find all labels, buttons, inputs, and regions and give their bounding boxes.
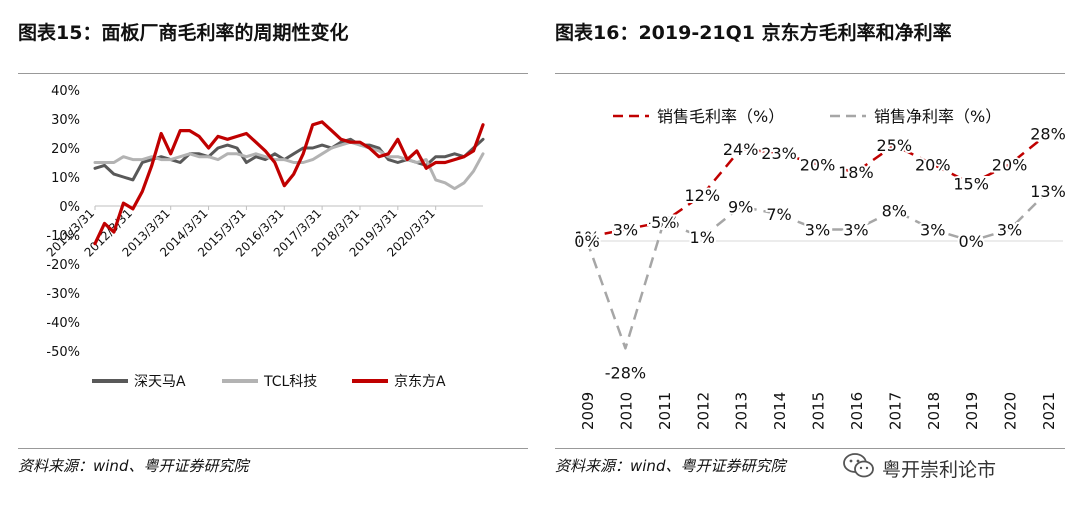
- data-label-1: 5%: [651, 213, 676, 232]
- y-tick-label: 0%: [59, 200, 80, 215]
- data-label-0: 12%: [684, 186, 720, 205]
- data-label-1: 1%: [690, 228, 715, 247]
- x-tick-label: 2017: [886, 392, 904, 430]
- y-tick-label: -20%: [46, 258, 80, 273]
- legend-label-2: 京东方A: [394, 374, 446, 390]
- watermark-text: 粤开崇利论市: [882, 458, 997, 481]
- right-line-chart: 销售毛利率（%） 销售净利率（%）1% 3% -5%12%24% 23%20% 18%25…: [572, 107, 1067, 430]
- x-tick-label: 2021: [1040, 392, 1058, 430]
- wechat-icon: [842, 452, 876, 484]
- data-label-0: 25%: [877, 136, 913, 155]
- x-tick-label: 2009: [579, 392, 597, 430]
- left-title-rule: [18, 73, 528, 74]
- watermark: 粤开崇利论市: [842, 452, 996, 484]
- legend-label-0: 深天马A: [134, 374, 186, 390]
- data-label-0: 23%: [761, 144, 797, 163]
- legend-label-0: 销售毛利率（%）: [657, 107, 784, 126]
- left-source-rule: [18, 448, 528, 449]
- y-tick-label: 20%: [51, 142, 80, 157]
- y-tick-label: 40%: [51, 84, 80, 99]
- x-tick-label: 2011: [656, 392, 674, 430]
- x-tick-label: 2020: [1002, 392, 1020, 430]
- data-label-0: 20%: [992, 155, 1028, 174]
- x-tick-label: 2018: [925, 392, 943, 430]
- y-tick-label: -30%: [46, 287, 80, 302]
- right-source-rule: [555, 448, 1065, 449]
- right-source-note: 资料来源：wind、粤开证券研究院: [555, 457, 786, 475]
- right-title-rule: [555, 73, 1065, 74]
- data-label-1: 3%: [997, 221, 1022, 240]
- series-line-2: [93, 120, 485, 246]
- data-label-1: 13%: [1030, 182, 1066, 201]
- x-tick-label: 2016: [848, 392, 866, 430]
- left-source-note: 资料来源：wind、粤开证券研究院: [18, 457, 249, 475]
- data-label-0: 28%: [1030, 125, 1066, 144]
- data-label-1: 3%: [843, 221, 868, 240]
- data-label-0: 1%: [574, 228, 599, 247]
- x-tick-label: 2019: [963, 392, 981, 430]
- data-label-0: 18%: [838, 163, 874, 182]
- series-line-1: [585, 190, 1049, 350]
- data-label-0: 15%: [953, 175, 989, 194]
- y-tick-label: 10%: [51, 171, 80, 186]
- series-line-0: [586, 132, 1049, 239]
- left-chart-title: 图表15：面板厂商毛利率的周期性变化: [18, 22, 349, 44]
- data-label-1: 3%: [805, 221, 830, 240]
- x-tick-label: 2013: [733, 392, 751, 430]
- data-label-0: 24%: [723, 140, 759, 159]
- data-label-0: -5%: [648, 213, 679, 232]
- x-tick-label: 2012: [694, 392, 712, 430]
- legend-label-1: TCL科技: [263, 374, 317, 390]
- data-label-0: 3%: [613, 221, 638, 240]
- data-label-1: 0%: [958, 232, 983, 251]
- left-line-chart: 40%30%20%10%0%-10%-20%-30%-40%-50%2011/3…: [44, 84, 485, 390]
- right-chart-title: 图表16：2019-21Q1 京东方毛利率和净利率: [555, 22, 952, 44]
- legend-label-1: 销售净利率（%）: [874, 107, 1001, 126]
- data-label-1: -28%: [605, 363, 646, 382]
- data-label-1: 0%: [574, 232, 599, 251]
- series-line-1: [93, 140, 485, 191]
- data-label-1: 7%: [766, 205, 791, 224]
- data-label-0: 20%: [915, 155, 951, 174]
- y-tick-label: 30%: [51, 113, 80, 128]
- data-label-1: 3%: [920, 221, 945, 240]
- data-label-1: 8%: [882, 201, 907, 220]
- y-tick-label: -10%: [46, 229, 80, 244]
- y-tick-label: -40%: [46, 316, 80, 331]
- x-tick-label: 2010: [617, 392, 635, 430]
- data-label-1: 9%: [728, 198, 753, 217]
- data-label-0: 20%: [800, 155, 836, 174]
- x-tick-label: 2015: [810, 392, 828, 430]
- y-tick-label: -50%: [46, 345, 80, 360]
- x-tick-label: 2014: [771, 392, 789, 430]
